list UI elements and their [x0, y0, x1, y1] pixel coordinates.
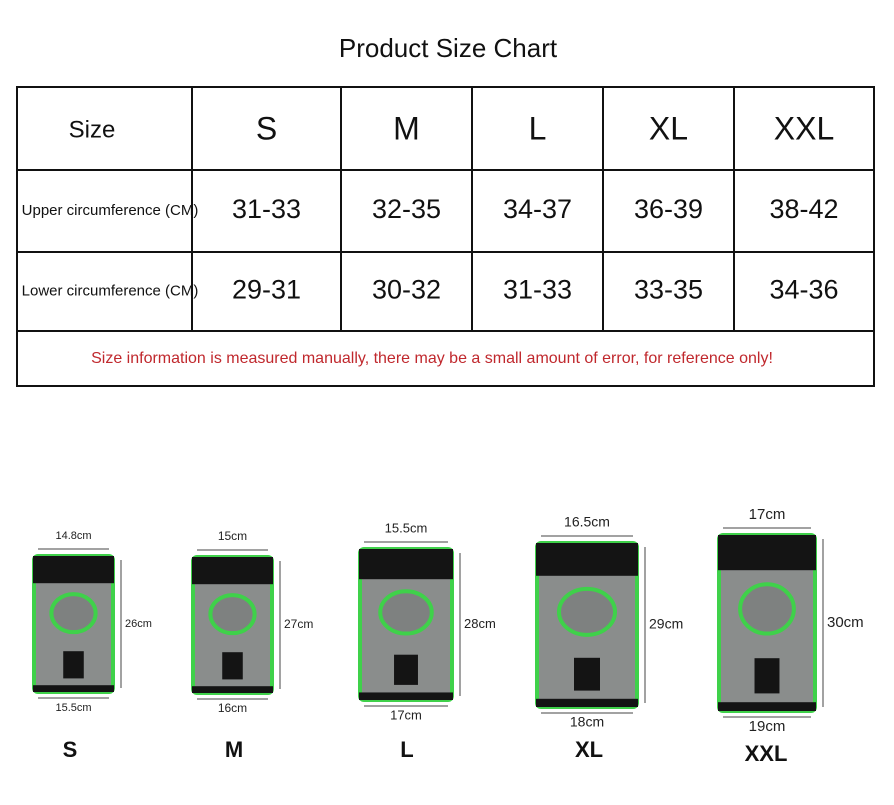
sleeve-bottom-band: [33, 685, 114, 692]
header-label: Size: [69, 116, 116, 143]
top-width: 14.8cm: [55, 530, 91, 542]
size-label: M: [225, 737, 243, 762]
table-border: [16, 86, 875, 387]
size-header: M: [393, 110, 420, 146]
sleeve-patch: [222, 652, 243, 680]
sleeve-bottom-band: [536, 698, 638, 707]
sleeve-ring: [49, 592, 98, 635]
sleeve-top-band: [192, 557, 273, 585]
height: 29cm: [649, 616, 683, 632]
measure-cell: 30-32: [372, 275, 441, 305]
bottom-width: 18cm: [570, 714, 604, 730]
height: 26cm: [125, 618, 152, 630]
sleeve-patch: [574, 657, 600, 691]
top-width: 15cm: [218, 529, 247, 543]
size-label: L: [400, 737, 413, 762]
sleeve-top-band: [359, 549, 453, 580]
size-label: S: [63, 737, 78, 762]
top-width: 17cm: [749, 506, 786, 523]
sleeve-ring: [378, 589, 434, 636]
measure-cell: 36-39: [634, 194, 703, 224]
title: Product Size Chart: [339, 33, 558, 63]
measure-cell: 31-33: [503, 275, 572, 305]
sleeve-bottom-band: [718, 702, 816, 711]
height: 27cm: [284, 617, 313, 631]
measure-cell: 32-35: [372, 194, 441, 224]
sleeve-patch: [394, 654, 418, 685]
measure-cell: 38-42: [769, 194, 838, 224]
height: 28cm: [464, 616, 496, 631]
row-label: Upper circumference (CM): [22, 202, 199, 219]
size-header: L: [529, 110, 547, 146]
sleeve-top-band: [718, 535, 816, 571]
sleeve-ring: [738, 582, 796, 636]
measure-cell: 31-33: [232, 194, 301, 224]
bottom-width: 17cm: [390, 707, 422, 722]
row-label: Lower circumference (CM): [22, 282, 199, 299]
sleeve-bottom-band: [192, 686, 273, 693]
note: Size information is measured manually, t…: [91, 350, 773, 367]
sleeve-ring: [208, 593, 257, 636]
bottom-width: 15.5cm: [55, 702, 91, 714]
measure-cell: 33-35: [634, 275, 703, 305]
sleeve-top-band: [536, 543, 638, 576]
size-header: S: [256, 110, 277, 146]
sleeve-patch: [63, 651, 84, 679]
size-label: XL: [575, 737, 603, 762]
bottom-width: 19cm: [749, 718, 786, 735]
measure-cell: 34-37: [503, 194, 572, 224]
sleeve-patch: [754, 658, 780, 694]
size-header: XXL: [774, 110, 834, 146]
size-label: XXL: [745, 741, 788, 766]
sleeve-bottom-band: [359, 692, 453, 700]
height: 30cm: [827, 614, 864, 631]
bottom-width: 16cm: [218, 701, 247, 715]
sleeve-top-band: [33, 556, 114, 584]
sleeve-ring: [557, 586, 617, 637]
measure-cell: 29-31: [232, 275, 301, 305]
top-width: 16.5cm: [564, 514, 610, 530]
size-header: XL: [649, 110, 688, 146]
measure-cell: 34-36: [769, 275, 838, 305]
top-width: 15.5cm: [385, 520, 428, 535]
